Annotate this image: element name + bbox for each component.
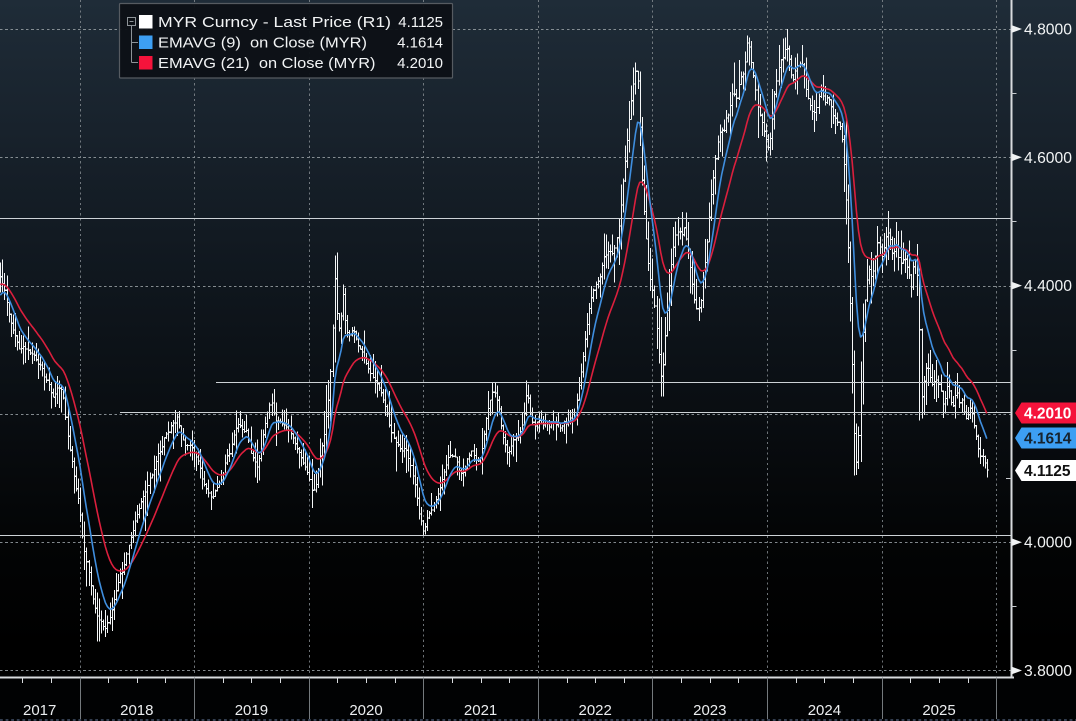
svg-text:3.8000: 3.8000 — [1024, 663, 1072, 680]
svg-text:4.0000: 4.0000 — [1024, 535, 1072, 552]
svg-text:4.4000: 4.4000 — [1024, 278, 1072, 295]
svg-text:MYR Curncy - Last Price (R1): MYR Curncy - Last Price (R1) — [158, 14, 391, 31]
svg-text:4.6000: 4.6000 — [1024, 150, 1072, 167]
svg-text:4.1125: 4.1125 — [1024, 463, 1071, 480]
svg-text:2025: 2025 — [922, 702, 955, 719]
svg-text:2017: 2017 — [23, 702, 56, 719]
svg-text:2021: 2021 — [464, 702, 497, 719]
svg-text:4.1614: 4.1614 — [1024, 431, 1072, 448]
svg-text:2022: 2022 — [579, 702, 612, 719]
svg-text:4.8000: 4.8000 — [1024, 22, 1072, 39]
svg-text:4.2010: 4.2010 — [1024, 406, 1071, 423]
svg-text:4.2010: 4.2010 — [397, 55, 443, 72]
svg-text:EMAVG (21) on Close (MYR): EMAVG (21) on Close (MYR) — [158, 55, 376, 72]
svg-text:2023: 2023 — [693, 702, 726, 719]
svg-text:4.1125: 4.1125 — [398, 14, 443, 31]
svg-text:EMAVG (9) on Close (MYR): EMAVG (9) on Close (MYR) — [158, 35, 367, 52]
svg-text:2019: 2019 — [235, 702, 268, 719]
svg-text:4.1614: 4.1614 — [397, 35, 443, 52]
svg-text:2020: 2020 — [349, 702, 382, 719]
svg-text:2018: 2018 — [120, 702, 153, 719]
svg-text:2024: 2024 — [808, 702, 841, 719]
